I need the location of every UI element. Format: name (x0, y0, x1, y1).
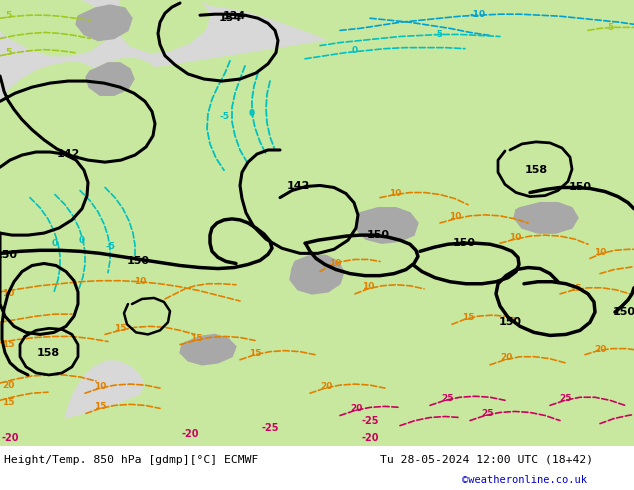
Text: 150: 150 (498, 317, 522, 327)
Text: 10: 10 (509, 233, 521, 242)
Polygon shape (282, 262, 338, 320)
Text: 10: 10 (362, 282, 374, 291)
Polygon shape (200, 0, 634, 81)
Text: 20: 20 (320, 382, 332, 391)
Polygon shape (514, 203, 578, 233)
Text: Tu 28-05-2024 12:00 UTC (18+42): Tu 28-05-2024 12:00 UTC (18+42) (380, 455, 593, 465)
Polygon shape (0, 0, 110, 56)
Polygon shape (90, 59, 166, 136)
Text: 10: 10 (134, 277, 146, 286)
Text: 5: 5 (5, 48, 11, 57)
Text: -10: -10 (470, 10, 486, 19)
Polygon shape (118, 0, 210, 53)
Text: ©weatheronline.co.uk: ©weatheronline.co.uk (462, 475, 587, 485)
Text: 15: 15 (569, 284, 581, 294)
Text: 5: 5 (5, 11, 11, 20)
Polygon shape (86, 63, 134, 95)
Text: 0: 0 (352, 46, 358, 55)
Text: 20: 20 (594, 345, 606, 354)
Text: 25: 25 (560, 394, 573, 403)
Polygon shape (160, 332, 260, 430)
Text: 5: 5 (607, 23, 613, 32)
Text: -5: -5 (433, 30, 443, 39)
Polygon shape (150, 337, 252, 423)
Text: 15: 15 (94, 402, 107, 411)
Polygon shape (290, 255, 344, 294)
Text: 134: 134 (218, 13, 242, 23)
Text: -20: -20 (1, 433, 19, 443)
Text: 0: 0 (79, 236, 85, 245)
Polygon shape (356, 208, 418, 243)
Text: 158: 158 (36, 348, 60, 358)
Text: 10: 10 (594, 248, 606, 257)
Text: 150: 150 (453, 238, 476, 248)
Text: -5: -5 (220, 112, 230, 121)
Text: 10: 10 (449, 212, 461, 221)
Text: 142: 142 (287, 181, 309, 192)
Text: 25: 25 (442, 394, 454, 403)
Text: -25: -25 (261, 423, 279, 433)
Text: -20: -20 (361, 433, 378, 443)
Text: 150: 150 (0, 250, 18, 260)
Polygon shape (76, 5, 132, 41)
Text: 150: 150 (127, 256, 150, 267)
Text: 15: 15 (113, 324, 126, 333)
Text: 10: 10 (2, 290, 14, 298)
Text: 15: 15 (2, 340, 14, 349)
Text: 158: 158 (524, 165, 548, 175)
Polygon shape (0, 332, 634, 446)
Text: -25: -25 (361, 416, 378, 425)
Text: 25: 25 (482, 409, 495, 418)
Text: 134: 134 (223, 11, 245, 21)
Text: 10: 10 (329, 259, 341, 268)
Text: 20: 20 (350, 404, 362, 413)
Polygon shape (180, 334, 236, 365)
Text: 20: 20 (2, 381, 14, 390)
Text: 0: 0 (52, 239, 58, 248)
Text: 15: 15 (190, 334, 202, 343)
Text: -20: -20 (181, 429, 198, 439)
Text: 10: 10 (94, 382, 106, 391)
Polygon shape (0, 41, 634, 446)
Text: 150: 150 (366, 230, 389, 240)
Text: 150: 150 (569, 182, 592, 193)
Text: 20: 20 (500, 353, 512, 362)
Text: 0: 0 (249, 109, 255, 118)
Text: Height/Temp. 850 hPa [gdmp][°C] ECMWF: Height/Temp. 850 hPa [gdmp][°C] ECMWF (4, 455, 259, 465)
Text: -5: -5 (105, 242, 115, 251)
Text: 142: 142 (56, 149, 80, 159)
Text: 15: 15 (462, 313, 474, 322)
Text: 10: 10 (389, 189, 401, 198)
Text: 150: 150 (612, 307, 634, 317)
Text: 15: 15 (2, 398, 14, 407)
Text: 15: 15 (249, 349, 261, 358)
